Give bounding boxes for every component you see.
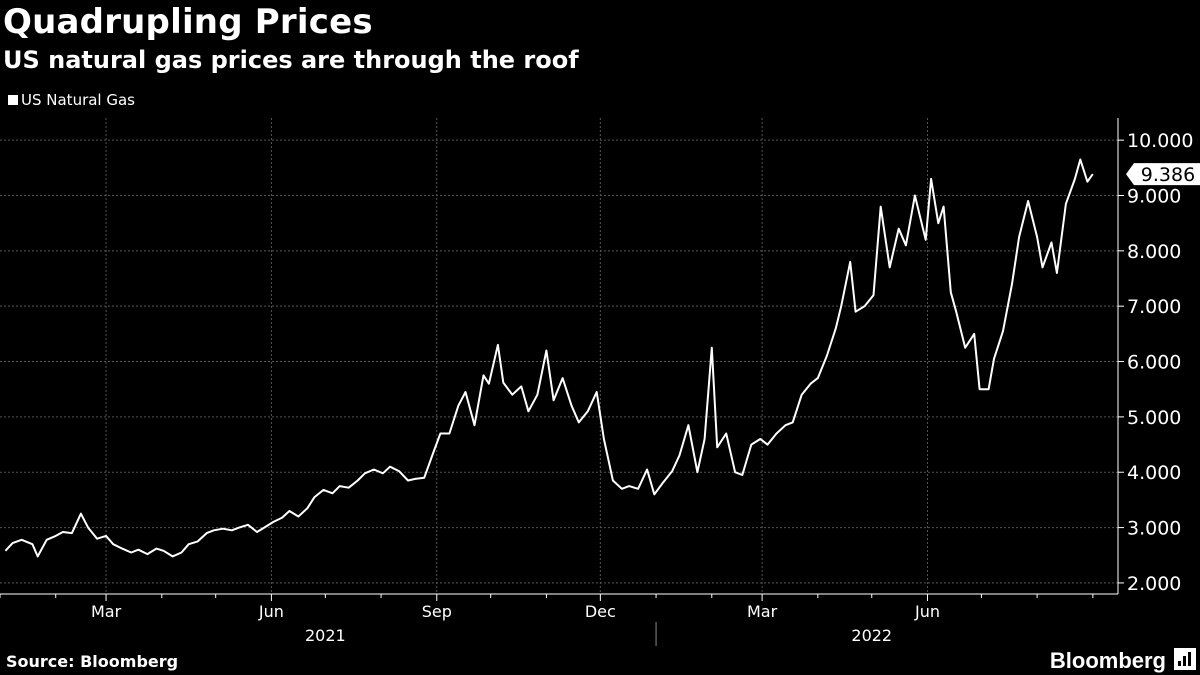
- series-layer: [4, 158, 1094, 558]
- last-value-label: 9.386: [1141, 164, 1195, 186]
- y-tick-label: 6.000: [1127, 352, 1181, 374]
- y-tick-label: 9.000: [1127, 185, 1181, 207]
- y-tick-label: 3.000: [1127, 518, 1181, 540]
- x-tick-label: Dec: [585, 602, 616, 621]
- chart-title: Quadrupling Prices: [3, 2, 373, 42]
- legend-swatch: [8, 95, 18, 105]
- y-tick-label: 7.000: [1127, 296, 1181, 318]
- x-tick-label: Mar: [747, 602, 778, 621]
- grid-lines: [0, 118, 1118, 594]
- last-value-badge: [1126, 163, 1200, 186]
- y-tick-label: 8.000: [1127, 241, 1181, 263]
- legend: US Natural Gas: [8, 91, 135, 109]
- x-tick-label: Jun: [914, 602, 940, 621]
- tick-labels: 2.000 3.000 4.000 5.000 6.000 7.000 8.000 9.000…: [91, 130, 1200, 645]
- chart-subtitle: US natural gas prices are through the ro…: [3, 46, 579, 74]
- x-tick-label: Jun: [258, 602, 284, 621]
- legend-label: US Natural Gas: [21, 91, 135, 109]
- source-note: Source: Bloomberg: [6, 652, 179, 671]
- y-tick-label: 5.000: [1127, 407, 1181, 429]
- x-year-label: 2021: [305, 626, 346, 645]
- brand-logo-text: Bloomberg: [1049, 648, 1166, 673]
- series-line-us-natural-gas: [4, 158, 1094, 558]
- x-tick-label: Sep: [422, 602, 452, 621]
- y-tick-label: 10.000: [1127, 130, 1193, 152]
- bloomberg-terminal-icon: [1174, 648, 1196, 670]
- x-year-label: 2022: [851, 626, 892, 645]
- axes: [0, 118, 1124, 646]
- y-tick-label: 2.000: [1127, 573, 1181, 595]
- x-tick-label: Mar: [91, 602, 122, 621]
- y-tick-label: 4.000: [1127, 462, 1181, 484]
